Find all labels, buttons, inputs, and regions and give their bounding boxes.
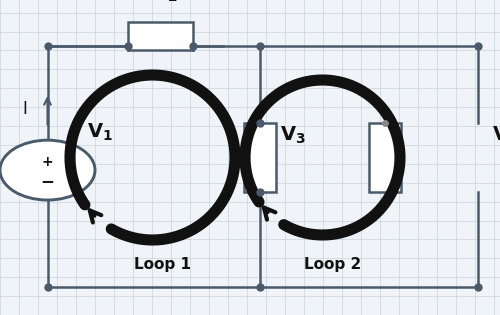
Text: $\mathbf{V_2}$: $\mathbf{V_2}$ xyxy=(152,0,178,4)
Bar xyxy=(128,22,192,50)
Text: $\mathbf{V_1}$: $\mathbf{V_1}$ xyxy=(87,122,113,143)
Text: Loop 2: Loop 2 xyxy=(304,257,361,272)
Text: $\mathbf{V_4}$: $\mathbf{V_4}$ xyxy=(492,125,500,146)
Text: $\mathbf{V_3}$: $\mathbf{V_3}$ xyxy=(280,125,305,146)
Text: I: I xyxy=(22,100,28,118)
Text: +: + xyxy=(42,155,54,169)
Bar xyxy=(244,123,276,192)
Bar xyxy=(369,123,401,192)
Circle shape xyxy=(0,140,95,200)
Text: Loop 1: Loop 1 xyxy=(134,257,191,272)
Text: −: − xyxy=(40,172,54,190)
